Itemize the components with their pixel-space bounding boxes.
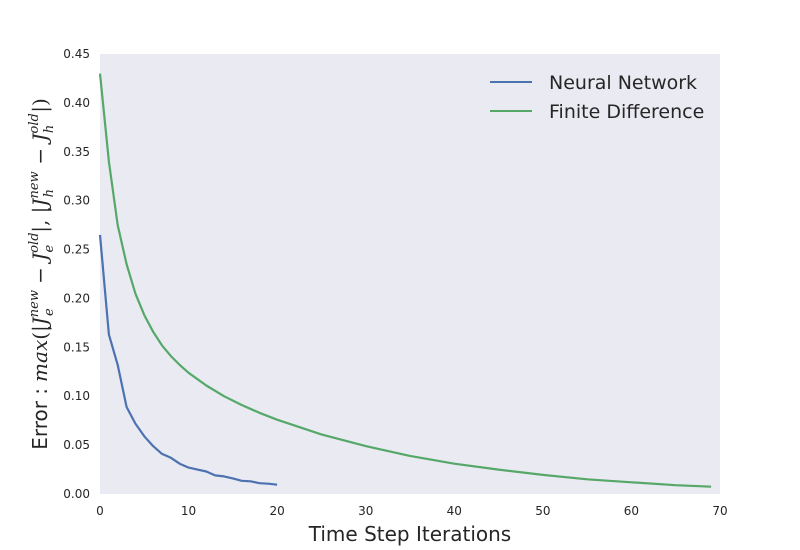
y-tick-label: 0.30 (63, 194, 90, 208)
x-tick-label: 40 (447, 504, 462, 518)
y-tick-label: 0.15 (63, 340, 90, 354)
x-tick-label: 50 (535, 504, 550, 518)
x-tick-label: 10 (181, 504, 196, 518)
y-tick-label: 0.45 (63, 47, 90, 61)
y-tick-label: 0.25 (63, 243, 90, 257)
legend-label-finite-difference: Finite Difference (549, 101, 704, 123)
y-tick-label: 0.05 (63, 438, 90, 452)
svg-text:Error :max(|Jnewe − Jolde|, |J: Error :max(|Jnewe − Jolde|, |Jnewh − Jol… (27, 98, 57, 450)
x-tick-label: 20 (270, 504, 285, 518)
y-axis-label: Error :max(|Jnewe − Jolde|, |Jnewh − Jol… (27, 98, 57, 450)
y-tick-label: 0.20 (63, 291, 90, 305)
y-tick-label: 0.40 (63, 96, 90, 110)
y-axis-label-prefix: Error : (28, 388, 52, 450)
x-tick-label: 70 (712, 504, 727, 518)
y-tick-label: 0.10 (63, 389, 90, 403)
x-tick-label: 30 (358, 504, 373, 518)
x-axis-label: Time Step Iterations (308, 522, 511, 546)
x-tick-label: 60 (624, 504, 639, 518)
x-tick-label: 0 (96, 504, 104, 518)
y-tick-label: 0.35 (63, 145, 90, 159)
y-tick-label: 0.00 (63, 487, 90, 501)
legend-label-neural-network: Neural Network (549, 72, 697, 94)
